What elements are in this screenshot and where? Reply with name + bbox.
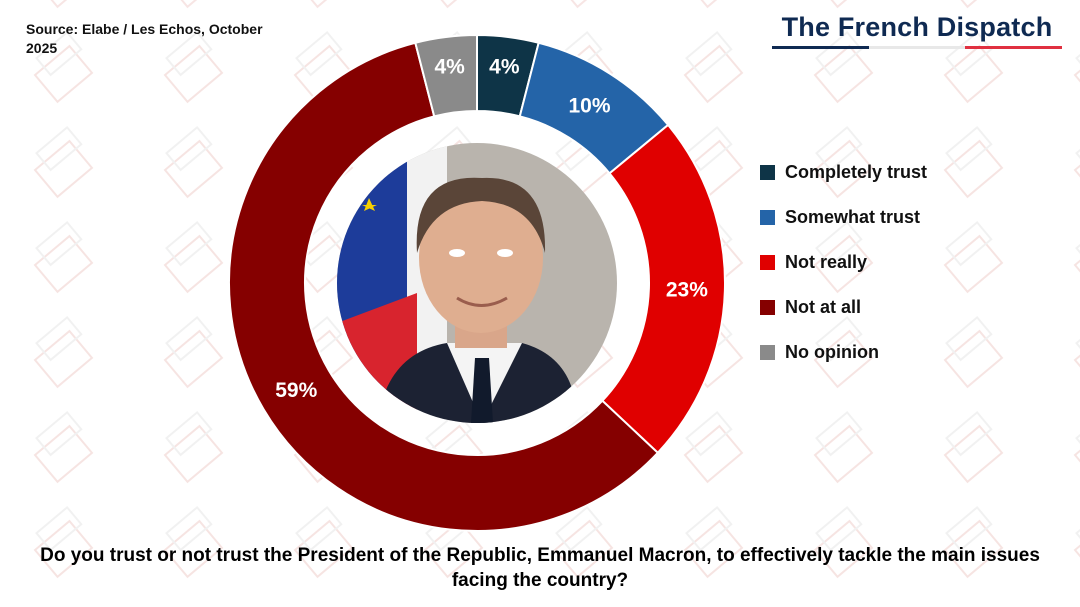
legend-item: Somewhat trust: [760, 195, 927, 240]
legend-item: Not at all: [760, 285, 927, 330]
legend-item: No opinion: [760, 330, 927, 375]
donut-slice-no-opinion: [414, 33, 478, 118]
pattern-icon: [943, 30, 1004, 104]
pattern-icon: [943, 220, 1004, 294]
legend-label: Somewhat trust: [785, 207, 921, 227]
legend-item: Not really: [760, 240, 927, 285]
pattern-icon: [813, 315, 874, 389]
pattern-icon: [33, 220, 94, 294]
donut-slice-not-at-all: [228, 41, 660, 532]
pattern-icon: [683, 505, 744, 579]
source-note: Source: Elabe / Les Echos, October 2025: [26, 21, 263, 56]
legend-swatch: [760, 255, 775, 270]
data-label: 4%: [434, 56, 465, 79]
pattern-icon: [813, 125, 874, 199]
legend-swatch: [760, 165, 775, 180]
legend-item: Completely trust: [760, 150, 927, 195]
data-label: 23%: [666, 279, 708, 302]
legend-label: No opinion: [785, 342, 879, 362]
legend-label: Not at all: [785, 297, 862, 317]
pattern-icon: [33, 505, 94, 579]
logo-underline: [772, 46, 1063, 49]
data-label: 59%: [275, 379, 317, 402]
pattern-icon: [163, 220, 224, 294]
logo: The French Dispatch: [772, 12, 1063, 49]
legend-swatch: [760, 210, 775, 225]
pattern-icon: [683, 410, 744, 484]
pattern-icon: [33, 30, 94, 104]
legend-label: Not really: [785, 252, 868, 272]
legend-label: Completely trust: [785, 162, 928, 182]
legend-swatch: [760, 345, 775, 360]
pattern-icon: [813, 505, 874, 579]
center-portrait: [337, 143, 617, 423]
pattern-icon: [33, 125, 94, 199]
pattern-icon: [163, 30, 224, 104]
pattern-icon: [33, 410, 94, 484]
pattern-icon: [943, 315, 1004, 389]
pattern-icon: [163, 410, 224, 484]
pattern-icon: [943, 410, 1004, 484]
pattern-icon: [813, 30, 874, 104]
pattern-icon: [683, 30, 744, 104]
pattern-icon: [943, 125, 1004, 199]
legend-swatch: [760, 300, 775, 315]
pattern-icon: [33, 315, 94, 389]
donut-slice-not-really: [600, 123, 726, 455]
pattern-icon: [163, 125, 224, 199]
pattern-icon: [943, 505, 1004, 579]
chart-question: Do you trust or not trust the President …: [40, 545, 1040, 591]
data-label: 10%: [569, 95, 611, 118]
data-label: 4%: [489, 56, 520, 79]
pattern-icon: [813, 410, 874, 484]
legend: Completely trust Somewhat trust Not really…: [760, 150, 927, 375]
logo-text: The French Dispatch: [781, 12, 1053, 42]
pattern-icon: [553, 505, 614, 579]
pattern-icon: [163, 505, 224, 579]
pattern-icon: [813, 220, 874, 294]
pattern-icon: [293, 505, 354, 579]
pattern-icon: [163, 315, 224, 389]
